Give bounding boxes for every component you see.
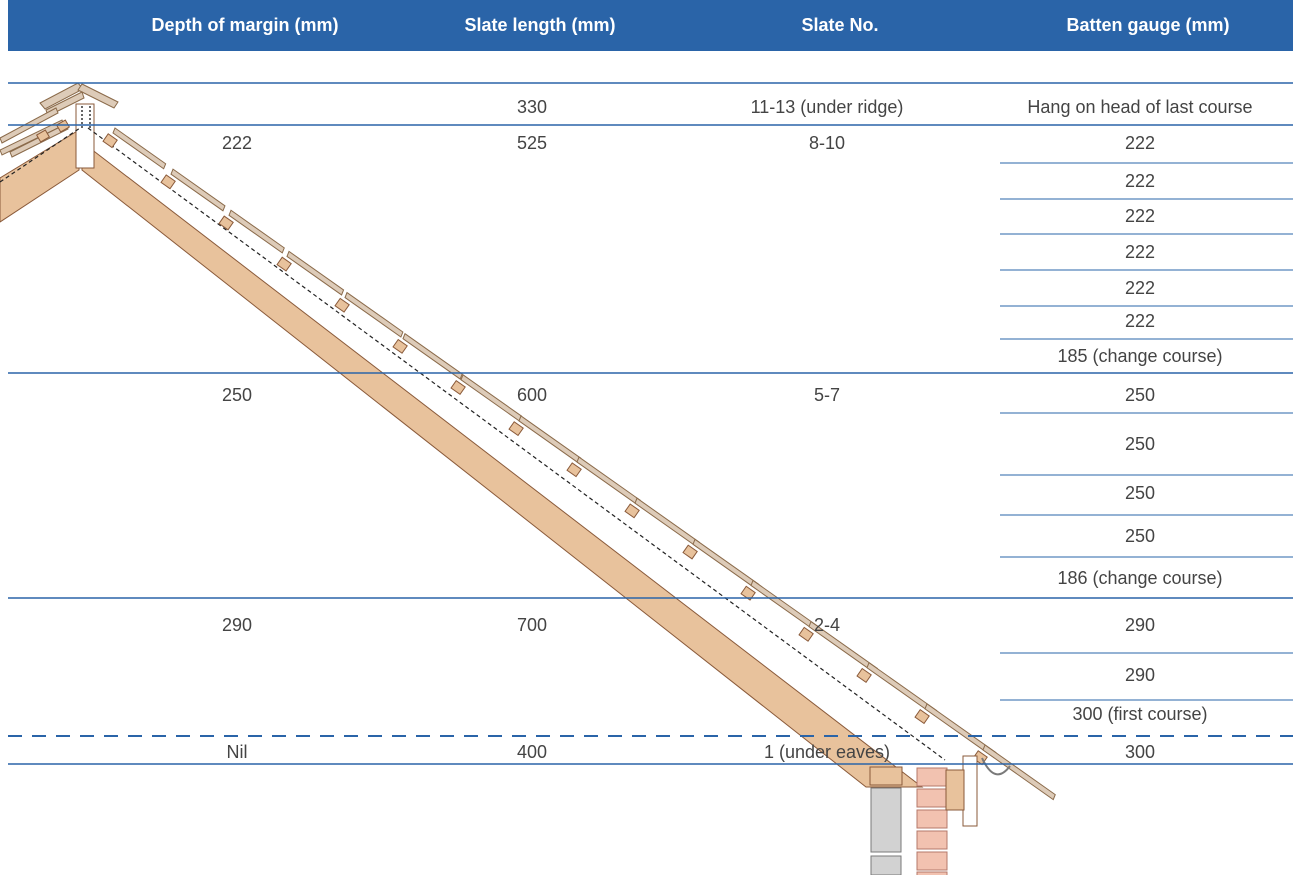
batten-gauge-cell: 250 — [1124, 526, 1156, 546]
block-wall — [870, 787, 902, 875]
batten-gauge-cell: 290 — [1124, 615, 1156, 635]
header-slate-no: Slate No. — [801, 15, 879, 35]
batten — [218, 215, 234, 231]
underlay-line — [87, 127, 946, 761]
batten-gauge-cell: Hang on head of last course — [1027, 97, 1253, 117]
batten — [508, 421, 524, 437]
header-depth-of-margin: Depth of margin (mm) — [151, 15, 339, 35]
gutter — [981, 757, 1011, 776]
batten-gauge-cell: 222 — [1124, 311, 1156, 331]
batten — [276, 256, 292, 272]
slate — [576, 456, 641, 507]
header-slate-length: Slate length (mm) — [464, 15, 616, 35]
batten — [798, 626, 814, 642]
batten — [450, 379, 466, 396]
fascia-board — [962, 755, 978, 827]
table-rules — [8, 82, 1293, 765]
slate-length-cell: 700 — [516, 615, 548, 635]
batten — [856, 667, 872, 683]
slate — [518, 415, 582, 464]
batten-gauge-cell: 250 — [1124, 385, 1156, 405]
slate-length-cell: 525 — [516, 133, 548, 153]
slates — [112, 127, 1056, 801]
batten — [334, 297, 350, 313]
batten-gauge-cell: 222 — [1124, 171, 1156, 191]
slate — [982, 744, 1056, 801]
depth-of-margin-cell: Nil — [226, 742, 248, 762]
slate-no-cell: 8-10 — [808, 133, 846, 153]
batten-gauge-cell: 186 (change course) — [1057, 568, 1223, 588]
slate — [286, 250, 345, 296]
slate-length-cell: 330 — [516, 97, 548, 117]
ridge-board — [75, 103, 95, 169]
batten-gauge-cell: 222 — [1124, 133, 1156, 153]
batten-gauge-cell: 185 (change course) — [1057, 346, 1223, 366]
slate-length-cell: 600 — [516, 385, 548, 405]
batten — [914, 709, 930, 725]
slate — [344, 291, 404, 338]
slate — [112, 127, 167, 170]
slate-no-cell: 1 (under eaves) — [763, 742, 891, 762]
battens — [102, 133, 988, 766]
batten-gauge-cell: 222 — [1124, 278, 1156, 298]
slate-no-cell: 2-4 — [813, 615, 840, 635]
slate — [402, 332, 463, 380]
batten-gauge-cell: 222 — [1124, 206, 1156, 226]
batten-gauge-cell: 290 — [1124, 665, 1156, 685]
depth-of-margin-cell: 222 — [221, 133, 253, 153]
batten — [682, 544, 698, 560]
slate — [228, 209, 285, 254]
rafter — [81, 140, 924, 788]
batten-gauge-cell: 250 — [1124, 483, 1156, 503]
batten — [102, 133, 118, 149]
slate-no-cell: 5-7 — [813, 385, 840, 405]
batten-gauge-cell: 300 (first course) — [1072, 704, 1208, 724]
batten-gauge-cell: 222 — [1124, 242, 1156, 262]
table-header: Depth of margin (mm) Slate length (mm) S… — [8, 0, 1293, 51]
slate — [634, 497, 701, 549]
slate-no-cell: 11-13 (under ridge) — [750, 97, 904, 117]
batten — [392, 338, 408, 354]
batten-gauge-cell: 250 — [1124, 434, 1156, 454]
batten — [624, 503, 640, 519]
slate — [170, 168, 226, 212]
depth-of-margin-cell: 250 — [221, 385, 253, 405]
slate-length-cell: 400 — [516, 742, 548, 762]
wall-plate — [869, 766, 903, 786]
batten — [566, 462, 582, 478]
batten-gauge-cell: 300 — [1124, 742, 1156, 762]
depth-of-margin-cell: 290 — [221, 615, 253, 635]
batten — [740, 585, 756, 601]
brick-wall — [916, 767, 948, 875]
header-batten-gauge: Batten gauge (mm) — [1066, 15, 1230, 35]
batten — [160, 174, 176, 190]
ridge-slate — [77, 83, 119, 109]
